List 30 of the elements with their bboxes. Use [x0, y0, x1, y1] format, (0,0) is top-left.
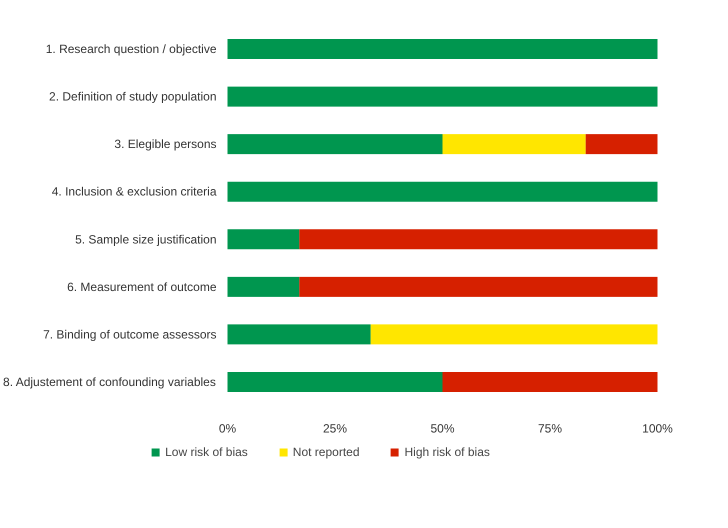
bar — [228, 182, 658, 202]
bar — [228, 86, 658, 107]
y-tick-label: 3. Elegible persons — [114, 137, 217, 152]
bar — [442, 134, 586, 154]
bar — [228, 372, 442, 392]
y-tick-label: 1. Research question / objective — [46, 42, 217, 56]
bar — [299, 276, 658, 297]
bar — [228, 229, 300, 250]
x-tick-label: 75% — [538, 422, 562, 436]
y-tick-label: 8. Adjustement of confounding variables — [3, 374, 216, 389]
bar — [586, 134, 658, 154]
legend-label: High risk of bias — [404, 445, 490, 459]
legend-label: Low risk of bias — [165, 445, 248, 459]
y-tick-label: 4. Inclusion & exclusion criteria — [52, 184, 217, 199]
bar — [228, 134, 442, 154]
y-tick-label: 6. Measurement of outcome — [67, 280, 217, 294]
y-tick-label: 7. Binding of outcome assessors — [43, 327, 217, 342]
x-tick-label: 100% — [642, 422, 674, 436]
bar — [228, 39, 658, 60]
bar — [299, 229, 658, 250]
x-tick-label: 50% — [430, 422, 455, 436]
bar — [228, 276, 300, 297]
x-tick-label: 0% — [218, 422, 236, 436]
x-tick-label: 25% — [322, 422, 348, 436]
bar — [370, 324, 658, 344]
y-tick-label: 2. Definition of study population — [49, 90, 217, 104]
bar — [228, 324, 371, 344]
bar — [442, 372, 658, 392]
y-tick-label: 5. Sample size justification — [75, 232, 217, 246]
legend-label: Not reported — [292, 445, 360, 459]
